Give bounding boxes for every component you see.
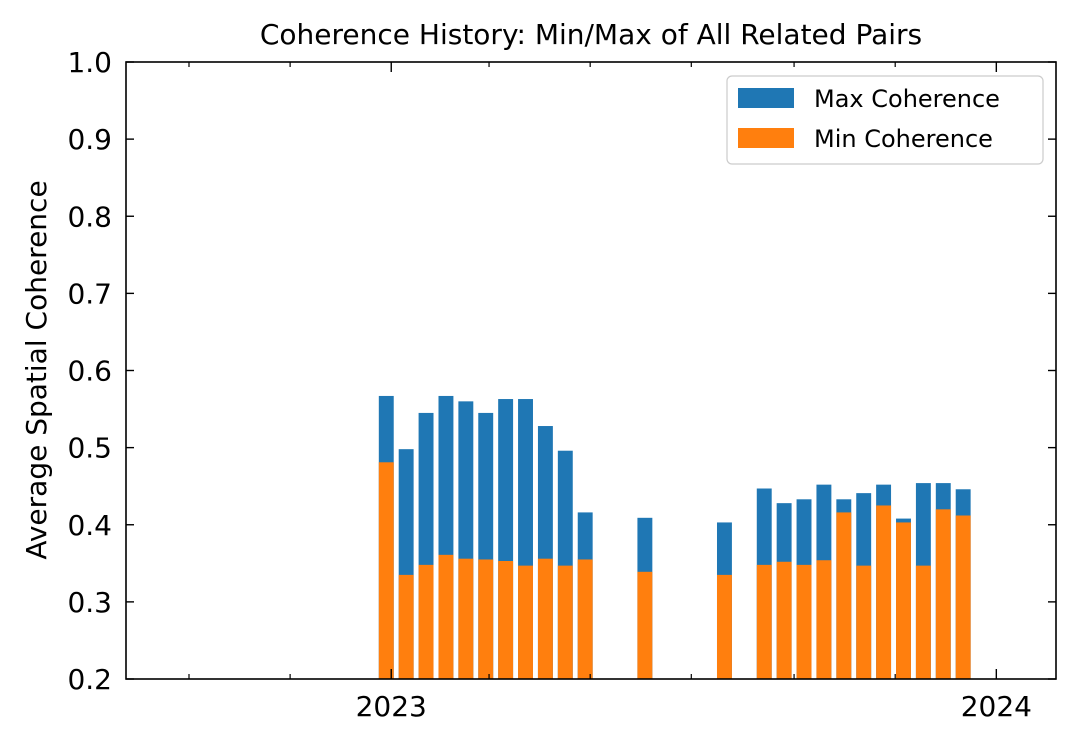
bar-min-coherence xyxy=(796,564,812,679)
legend-box xyxy=(726,75,1044,165)
bar-min-coherence xyxy=(776,561,792,679)
legend: Max Coherence Min Coherence xyxy=(726,75,1044,165)
bar-min-coherence xyxy=(577,559,593,679)
bar-min-coherence xyxy=(518,565,533,679)
y-tick-label: 0.3 xyxy=(67,586,112,619)
bar-min-coherence xyxy=(637,571,653,679)
bar-min-coherence xyxy=(876,505,892,679)
y-tick-label: 0.9 xyxy=(67,123,112,156)
bar-min-coherence xyxy=(935,509,951,679)
legend-label-max: Max Coherence xyxy=(814,85,1000,113)
chart-title: Coherence History: Min/Max of All Relate… xyxy=(260,18,922,51)
y-tick-label: 0.2 xyxy=(67,663,112,696)
bar-min-coherence xyxy=(498,561,514,679)
legend-swatch-min xyxy=(738,128,794,148)
bar-min-coherence xyxy=(378,462,394,679)
bar-min-coherence xyxy=(537,558,553,679)
bar-min-coherence xyxy=(557,565,573,679)
bar-min-coherence xyxy=(896,522,911,679)
x-tick-label: 2024 xyxy=(961,690,1032,723)
y-tick-label: 0.8 xyxy=(67,200,112,233)
bars-layer xyxy=(378,395,971,679)
legend-swatch-max xyxy=(738,88,794,108)
bar-min-coherence xyxy=(756,564,772,679)
bar-min-coherence xyxy=(438,554,454,679)
bar-min-coherence xyxy=(458,558,474,679)
bar-min-coherence xyxy=(955,515,971,679)
y-axis-label: Average Spatial Coherence xyxy=(20,180,53,559)
y-tick-label: 0.6 xyxy=(67,355,112,388)
bar-min-coherence xyxy=(478,559,494,679)
bar-min-coherence xyxy=(418,564,434,679)
bar-min-coherence xyxy=(716,574,732,679)
bar-min-coherence xyxy=(836,512,852,679)
bar-min-coherence xyxy=(816,560,832,679)
y-tick-label: 0.5 xyxy=(67,432,112,465)
y-tick-label: 1.0 xyxy=(67,46,112,79)
legend-label-min: Min Coherence xyxy=(814,125,993,153)
bar-min-coherence xyxy=(915,565,931,679)
bar-min-coherence xyxy=(398,574,414,679)
plot-frame xyxy=(125,61,1057,680)
bar-min-coherence xyxy=(856,565,872,679)
y-tick-label: 0.7 xyxy=(67,277,112,310)
ticks-layer: 0.2 0.3 0.4 0.5 0.6 0.7 0.8 0.9 1.0 2023 2024 xyxy=(67,46,1056,723)
x-tick-label: 2023 xyxy=(356,690,427,723)
y-tick-label: 0.4 xyxy=(67,509,112,542)
